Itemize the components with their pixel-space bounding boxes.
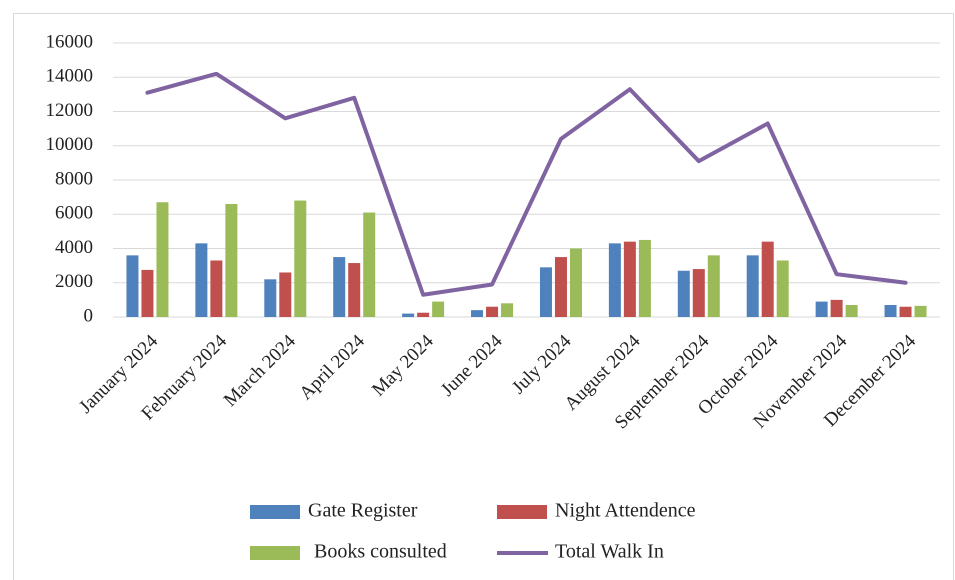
bar xyxy=(210,260,223,317)
y-tick-label: 4000 xyxy=(55,237,93,258)
bar xyxy=(333,257,346,317)
y-tick-label: 16000 xyxy=(46,31,94,52)
legend-swatch xyxy=(497,505,547,519)
chart-border xyxy=(13,13,954,580)
bar xyxy=(608,243,621,317)
bar xyxy=(899,306,912,317)
bar xyxy=(402,313,415,317)
bar xyxy=(845,305,858,317)
y-tick-label: 2000 xyxy=(55,271,93,292)
bar xyxy=(195,243,208,317)
legend-label: Gate Register xyxy=(308,500,418,522)
bar xyxy=(539,267,552,317)
bar xyxy=(638,239,651,317)
bar xyxy=(761,241,774,317)
bar xyxy=(914,305,927,317)
legend-swatch xyxy=(250,505,300,519)
bar xyxy=(830,299,843,317)
x-tick-label: April 2024 xyxy=(295,330,369,404)
bar xyxy=(884,305,897,317)
legend-label: Night Attendence xyxy=(555,500,696,522)
x-tick-label: July 2024 xyxy=(508,330,576,398)
bar xyxy=(363,212,376,317)
y-tick-label: 10000 xyxy=(46,134,94,155)
x-tick-label: March 2024 xyxy=(220,330,300,410)
bar xyxy=(279,272,292,317)
y-tick-label: 0 xyxy=(84,305,94,326)
bar xyxy=(264,279,277,317)
bar xyxy=(776,260,789,317)
bar xyxy=(677,270,690,317)
bar xyxy=(471,310,484,317)
bar xyxy=(294,200,307,317)
bar xyxy=(348,263,361,317)
bar xyxy=(486,306,499,317)
legend-swatch xyxy=(250,546,300,560)
bar xyxy=(692,269,705,317)
y-tick-label: 12000 xyxy=(46,100,94,121)
bar xyxy=(432,301,445,317)
bar xyxy=(225,203,238,317)
bar xyxy=(815,301,828,317)
y-tick-label: 14000 xyxy=(46,66,94,87)
bar xyxy=(707,255,720,317)
bar xyxy=(554,257,567,317)
bar xyxy=(156,202,169,317)
bar xyxy=(623,241,636,317)
y-tick-label: 6000 xyxy=(55,203,93,224)
bar xyxy=(746,255,759,317)
legend-label: Total Walk In xyxy=(555,541,664,563)
x-tick-label: June 2024 xyxy=(437,330,507,400)
bar xyxy=(126,255,139,317)
bar xyxy=(141,269,154,317)
bar xyxy=(569,248,582,317)
x-tick-label: May 2024 xyxy=(368,330,438,400)
line xyxy=(145,71,908,297)
bar xyxy=(417,312,430,317)
y-tick-label: 8000 xyxy=(55,168,93,189)
bar xyxy=(501,303,514,317)
legend-label: Books consulted xyxy=(314,541,447,563)
